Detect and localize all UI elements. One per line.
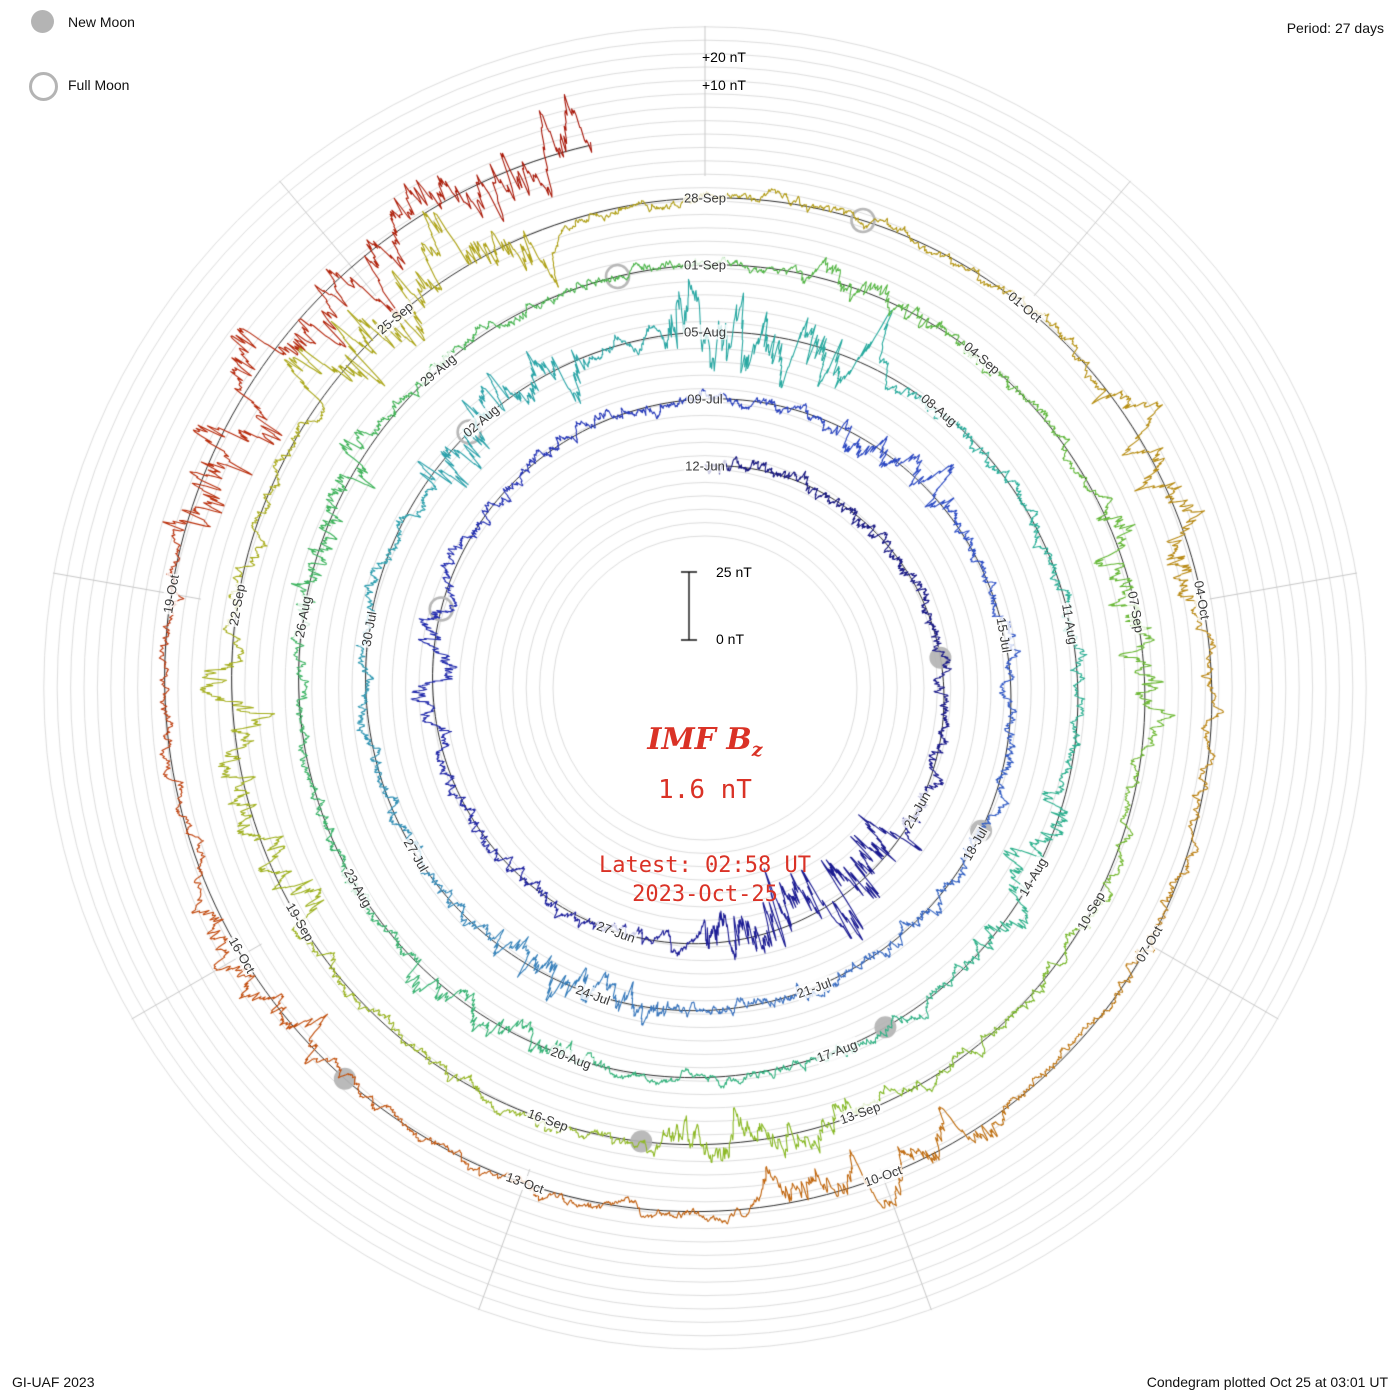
center-annotation: IMF Bz 1.6 nT Latest: 02:58 UT 2023-Oct-… bbox=[455, 722, 955, 909]
credit-label: GI-UAF 2023 bbox=[12, 1374, 95, 1390]
plus10-label: +10 nT bbox=[702, 77, 746, 93]
plus20-label: +20 nT bbox=[702, 49, 746, 65]
period-label: Period: 27 days bbox=[1286, 20, 1384, 36]
imf-bz-title: IMF Bz bbox=[647, 722, 763, 761]
plotted-timestamp: Condegram plotted Oct 25 at 03:01 UT bbox=[1146, 1374, 1388, 1390]
new-moon-icon bbox=[31, 10, 54, 33]
imf-bz-value: 1.6 nT bbox=[658, 775, 752, 805]
scale-0nt-label: 0 nT bbox=[716, 631, 745, 647]
latest-timestamp: Latest: 02:58 UT 2023-Oct-25 bbox=[599, 853, 811, 907]
new-moon-label: New Moon bbox=[68, 14, 135, 30]
scale-25nt-label: 25 nT bbox=[716, 564, 752, 580]
full-moon-icon bbox=[29, 72, 58, 101]
full-moon-label: Full Moon bbox=[68, 77, 130, 93]
